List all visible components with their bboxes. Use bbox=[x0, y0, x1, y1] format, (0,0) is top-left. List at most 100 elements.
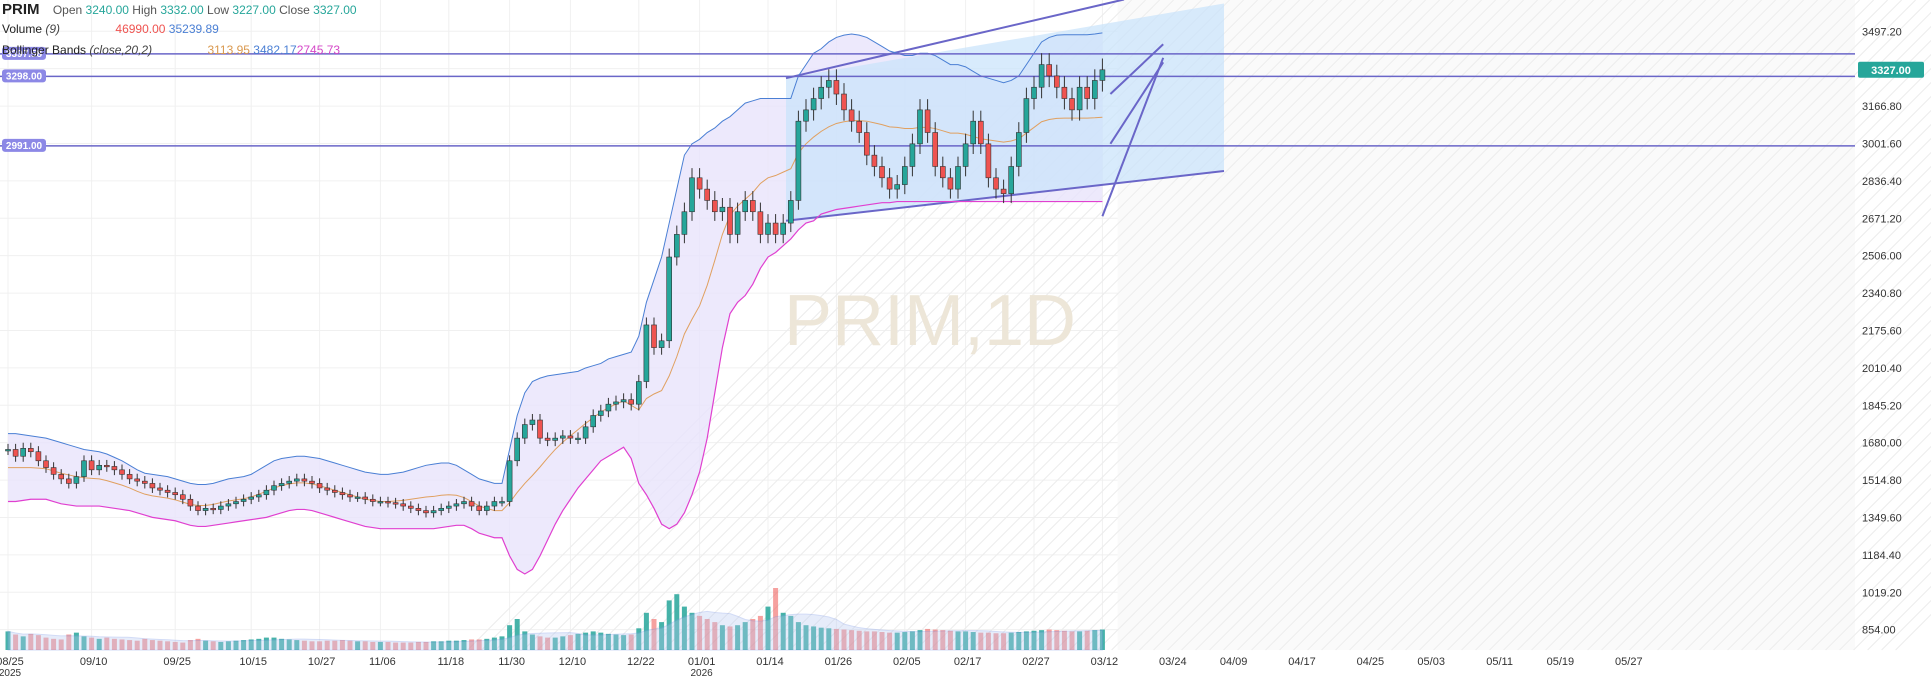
candle[interactable] bbox=[415, 508, 422, 511]
candle[interactable] bbox=[20, 448, 27, 457]
candle[interactable] bbox=[909, 143, 916, 167]
candle[interactable] bbox=[445, 505, 452, 509]
candle[interactable] bbox=[871, 154, 878, 167]
candle[interactable] bbox=[1092, 80, 1098, 99]
candle[interactable] bbox=[5, 449, 11, 452]
flag-lower-line[interactable] bbox=[1109, 61, 1165, 145]
volume-legend[interactable]: Volume (9) 46990.00 35239.89 bbox=[2, 22, 219, 36]
candle[interactable] bbox=[772, 222, 779, 235]
candle[interactable] bbox=[962, 143, 969, 167]
candle[interactable] bbox=[164, 489, 171, 493]
candle[interactable] bbox=[255, 494, 262, 498]
candle[interactable] bbox=[620, 399, 627, 403]
candle[interactable] bbox=[719, 206, 726, 213]
candle[interactable] bbox=[780, 222, 787, 235]
candle[interactable] bbox=[696, 177, 703, 190]
candle[interactable] bbox=[12, 449, 19, 457]
candle[interactable] bbox=[977, 120, 984, 145]
candle[interactable] bbox=[993, 177, 999, 190]
candle[interactable] bbox=[985, 143, 992, 179]
candle[interactable] bbox=[514, 437, 521, 462]
candle[interactable] bbox=[825, 80, 832, 88]
candle[interactable] bbox=[301, 478, 308, 482]
candle[interactable] bbox=[1031, 86, 1037, 99]
candle[interactable] bbox=[658, 340, 665, 348]
candle[interactable] bbox=[362, 496, 369, 500]
candle[interactable] bbox=[894, 184, 901, 190]
candle[interactable] bbox=[88, 460, 95, 471]
candle[interactable] bbox=[81, 460, 87, 477]
candle[interactable] bbox=[43, 460, 49, 468]
candle[interactable] bbox=[66, 478, 72, 484]
candle[interactable] bbox=[172, 492, 178, 496]
candle[interactable] bbox=[552, 437, 559, 441]
candle[interactable] bbox=[734, 211, 741, 235]
candle[interactable] bbox=[1038, 64, 1045, 88]
candle[interactable] bbox=[1000, 188, 1007, 194]
candle[interactable] bbox=[795, 120, 802, 201]
candle[interactable] bbox=[651, 324, 657, 348]
candle[interactable] bbox=[1069, 98, 1075, 111]
candle[interactable] bbox=[438, 508, 445, 511]
candle[interactable] bbox=[704, 188, 711, 201]
candle[interactable] bbox=[1023, 98, 1030, 133]
candle[interactable] bbox=[369, 498, 376, 502]
candle[interactable] bbox=[392, 502, 399, 505]
candle[interactable] bbox=[385, 501, 391, 504]
candle[interactable] bbox=[970, 120, 977, 145]
channel-lower-line[interactable] bbox=[785, 170, 1225, 222]
candle[interactable] bbox=[955, 166, 961, 190]
candle[interactable] bbox=[1046, 64, 1052, 77]
candle[interactable] bbox=[901, 166, 908, 185]
candle[interactable] bbox=[180, 494, 186, 500]
candle[interactable] bbox=[210, 508, 216, 511]
candle[interactable] bbox=[506, 460, 513, 502]
candle[interactable] bbox=[689, 177, 695, 213]
candle[interactable] bbox=[1008, 166, 1015, 194]
candle[interactable] bbox=[58, 474, 65, 480]
candle[interactable] bbox=[499, 501, 505, 504]
candle[interactable] bbox=[863, 132, 870, 156]
candle[interactable] bbox=[271, 485, 277, 491]
candle[interactable] bbox=[476, 505, 483, 511]
candle[interactable] bbox=[453, 503, 460, 507]
candle[interactable] bbox=[765, 222, 771, 235]
candle[interactable] bbox=[27, 448, 34, 453]
candle[interactable] bbox=[142, 480, 148, 484]
candle[interactable] bbox=[939, 166, 946, 179]
flagpole-line[interactable] bbox=[1101, 57, 1165, 217]
candle[interactable] bbox=[605, 403, 612, 412]
candle[interactable] bbox=[233, 501, 239, 505]
candle[interactable] bbox=[1099, 69, 1106, 81]
candle[interactable] bbox=[202, 508, 209, 511]
candle[interactable] bbox=[787, 200, 794, 224]
candle[interactable] bbox=[635, 381, 642, 405]
candle[interactable] bbox=[833, 80, 840, 95]
candle[interactable] bbox=[597, 410, 604, 416]
candle[interactable] bbox=[286, 480, 293, 484]
candle[interactable] bbox=[856, 120, 863, 133]
candle[interactable] bbox=[917, 109, 923, 145]
candle[interactable] bbox=[339, 492, 346, 496]
candle[interactable] bbox=[331, 489, 338, 493]
candle[interactable] bbox=[347, 494, 353, 498]
candle[interactable] bbox=[742, 200, 749, 213]
candle[interactable] bbox=[613, 401, 619, 405]
candle[interactable] bbox=[947, 177, 954, 190]
candle[interactable] bbox=[924, 109, 931, 133]
candle[interactable] bbox=[96, 465, 102, 471]
candle[interactable] bbox=[521, 424, 528, 439]
candle[interactable] bbox=[218, 505, 224, 510]
candle[interactable] bbox=[818, 86, 825, 99]
candle[interactable] bbox=[810, 98, 817, 111]
candle[interactable] bbox=[293, 478, 300, 482]
candle[interactable] bbox=[848, 109, 855, 122]
candle[interactable] bbox=[104, 465, 110, 468]
candle[interactable] bbox=[544, 437, 551, 441]
candle[interactable] bbox=[1015, 132, 1022, 167]
candle[interactable] bbox=[119, 469, 125, 475]
candle[interactable] bbox=[461, 501, 467, 505]
flag-upper-line[interactable] bbox=[1109, 43, 1164, 95]
candle[interactable] bbox=[590, 415, 597, 428]
